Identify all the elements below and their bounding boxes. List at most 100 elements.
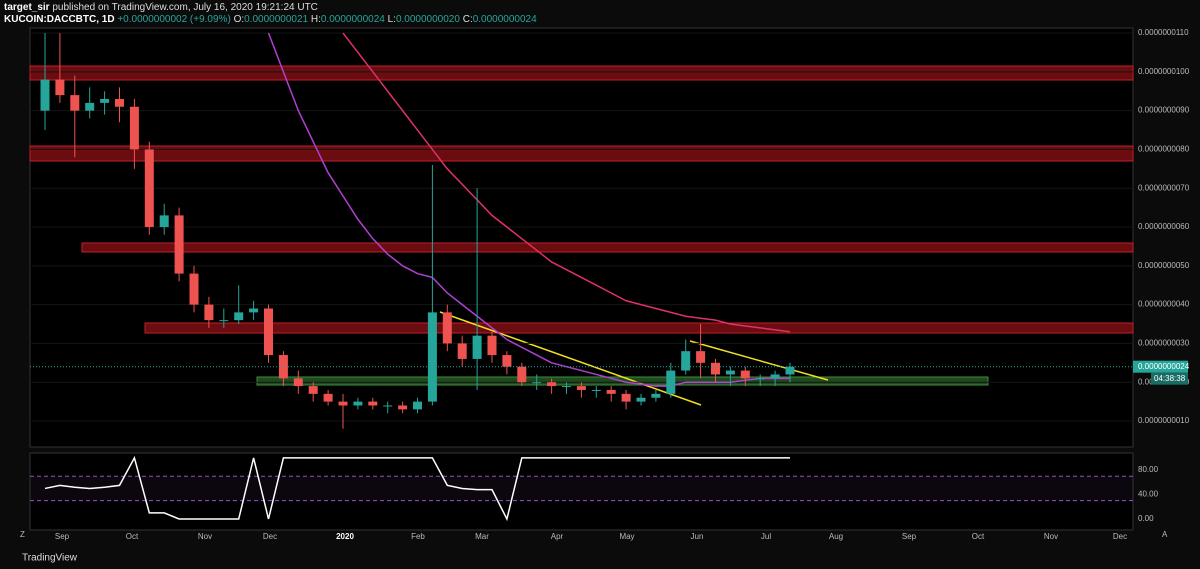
candle-body [413,401,422,410]
change: +0.0000000002 (+9.09%) [117,14,231,25]
candle-body [785,366,795,375]
level-band [30,476,1133,501]
auto: A [1162,530,1168,539]
candle-body [293,378,303,387]
l: 0.0000000020 [395,14,460,25]
candle-body [249,308,259,313]
x-tick-label: Nov [198,532,212,541]
candle-body [770,374,780,379]
candle-body [144,149,154,228]
candle-body [308,386,318,394]
x-tick-label: Nov [1044,532,1058,541]
author: target_sir [4,2,50,13]
candle-body [621,393,631,402]
moving-average [342,32,791,333]
zone [81,242,1134,253]
candle-body [562,386,571,388]
x-tick-label: Jul [761,532,771,541]
candle-body [502,355,512,367]
candle-body [457,343,467,359]
o-label: O: [233,14,245,25]
countdown-tag [1151,372,1188,385]
x-tick-label: Oct [972,532,985,541]
brand: TradingView [22,553,78,564]
y-tick-label: 0.0000000060 [1138,222,1190,231]
candle-body [368,401,378,406]
candle-body [591,389,601,391]
candle-body [55,79,65,96]
y-tick-label: 0.0000000090 [1138,106,1190,115]
candle-body [189,273,199,305]
trendline [439,311,702,406]
o: 0.0000000021 [244,14,309,25]
candle-body [725,370,735,375]
candle-body [740,370,750,379]
candle-body [547,382,557,387]
tz: Z [20,530,25,539]
candle-body [651,393,661,398]
y-tick-label: 0.0000000110 [1138,28,1189,37]
symbol: KUCOIN:DACCBTC, 1D [4,14,115,25]
candle-body [323,393,333,402]
zone [29,145,1134,162]
candle-body [159,215,169,228]
candle-body [472,335,482,359]
published: published on TradingView.com, July 16, 2… [52,2,318,13]
y-tick-label: 0.0000000080 [1138,145,1190,154]
zone [29,65,1134,81]
c-label: C: [462,14,473,25]
y-tick-label: 40.00 [1138,490,1159,499]
x-tick-label: Jun [691,532,704,541]
x-tick-label: Oct [126,532,139,541]
x-tick-label: Sep [55,532,70,541]
candle-body [711,362,720,375]
candle-body [442,312,452,344]
candle-body [681,351,691,371]
y-tick-label: 0.0000000030 [1138,339,1190,348]
candle-body [606,389,616,394]
candle-body [115,98,124,107]
x-tick-label: May [619,532,634,541]
oscillator-line [44,455,790,522]
y-tick-label: 0.0000000010 [1138,416,1190,425]
x-tick-label: Dec [1113,532,1127,541]
candle-body [427,312,437,402]
candle-body [576,386,586,390]
x-tick-label: Feb [411,532,425,541]
trendline [689,340,829,381]
header-line: target_sir published on TradingView.com,… [4,2,318,13]
x-tick-label: Apr [551,532,564,541]
candle-body [398,405,408,410]
candle-body [666,370,676,394]
y-tick-label: 0.00 [1138,514,1154,523]
c: 0.0000000024 [472,14,537,25]
candle-body [338,401,348,406]
candle-body [40,79,50,111]
h-label: H: [310,14,321,25]
candle-body [129,106,139,150]
candle-body [278,355,288,379]
candle-body [174,215,184,274]
candle-body [532,382,542,384]
x-tick-label: Aug [829,532,843,541]
x-tick-label: Dec [263,532,277,541]
y-tick-label: 0.0000000100 [1138,67,1190,76]
last-price-label: 0.0000000024 [1138,362,1190,371]
candle-body [755,378,765,380]
y-tick-label: 0.0000000040 [1138,300,1190,309]
countdown: 04:38:38 [1154,374,1186,383]
x-tick-label: 2020 [336,532,354,541]
moving-average [267,32,790,387]
l-label: L: [387,14,396,25]
candle-body [100,98,110,103]
candle-body [383,405,393,407]
y-tick-label: 0.0000000050 [1138,261,1190,270]
candle-body [487,335,497,356]
candle-body [85,102,95,111]
h: 0.0000000024 [320,14,385,25]
candle-body [234,312,244,321]
last-price-tag [1133,360,1188,373]
candle-body [636,397,646,402]
candle-body [264,308,273,356]
